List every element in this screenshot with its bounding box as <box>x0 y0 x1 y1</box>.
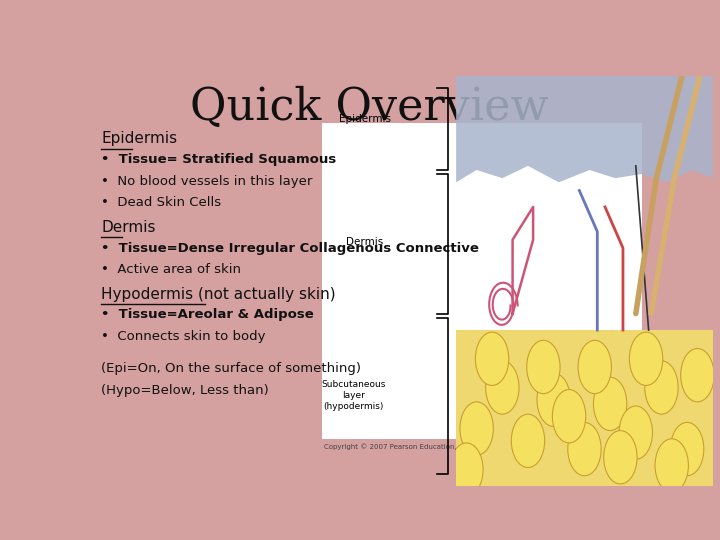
Text: •  Connects skin to body: • Connects skin to body <box>101 330 266 343</box>
Circle shape <box>537 373 570 427</box>
Text: Quick Overview: Quick Overview <box>189 85 549 129</box>
Text: Subcutaneous
layer
(hypodermis): Subcutaneous layer (hypodermis) <box>322 380 386 411</box>
Polygon shape <box>456 330 713 486</box>
Text: •  Active area of skin: • Active area of skin <box>101 263 241 276</box>
Text: •  No blood vessels in this layer: • No blood vessels in this layer <box>101 174 312 187</box>
Text: •  Tissue=Areolar & Adipose: • Tissue=Areolar & Adipose <box>101 308 314 321</box>
Text: Copyright © 2007 Pearson Education, Inc., publishing as Benjamin Cummings: Copyright © 2007 Pearson Education, Inc.… <box>324 443 598 450</box>
Text: •  Dead Skin Cells: • Dead Skin Cells <box>101 196 221 209</box>
Circle shape <box>619 406 652 460</box>
Circle shape <box>450 443 483 496</box>
Text: Hypodermis (not actually skin): Hypodermis (not actually skin) <box>101 287 336 302</box>
Circle shape <box>680 348 714 402</box>
Text: Epidermis: Epidermis <box>339 114 391 124</box>
FancyBboxPatch shape <box>322 123 642 439</box>
Circle shape <box>568 422 601 476</box>
Circle shape <box>645 361 678 414</box>
Text: Dermis: Dermis <box>346 237 384 247</box>
Text: •  Tissue= Stratified Squamous: • Tissue= Stratified Squamous <box>101 153 336 166</box>
Polygon shape <box>456 76 713 183</box>
Circle shape <box>475 332 509 386</box>
Circle shape <box>552 389 586 443</box>
Text: •  Tissue=Dense Irregular Collagenous Connective: • Tissue=Dense Irregular Collagenous Con… <box>101 241 479 254</box>
Circle shape <box>670 422 704 476</box>
Circle shape <box>578 340 611 394</box>
Text: (Epi=On, On the surface of something): (Epi=On, On the surface of something) <box>101 362 361 375</box>
Circle shape <box>485 361 519 414</box>
Circle shape <box>629 332 662 386</box>
Circle shape <box>603 430 637 484</box>
Circle shape <box>527 340 560 394</box>
Circle shape <box>593 377 627 430</box>
Circle shape <box>511 414 544 468</box>
Text: (Hypo=Below, Less than): (Hypo=Below, Less than) <box>101 384 269 397</box>
Text: Dermis: Dermis <box>101 220 156 235</box>
Circle shape <box>655 439 688 492</box>
Circle shape <box>460 402 493 455</box>
Text: Epidermis: Epidermis <box>101 131 177 146</box>
